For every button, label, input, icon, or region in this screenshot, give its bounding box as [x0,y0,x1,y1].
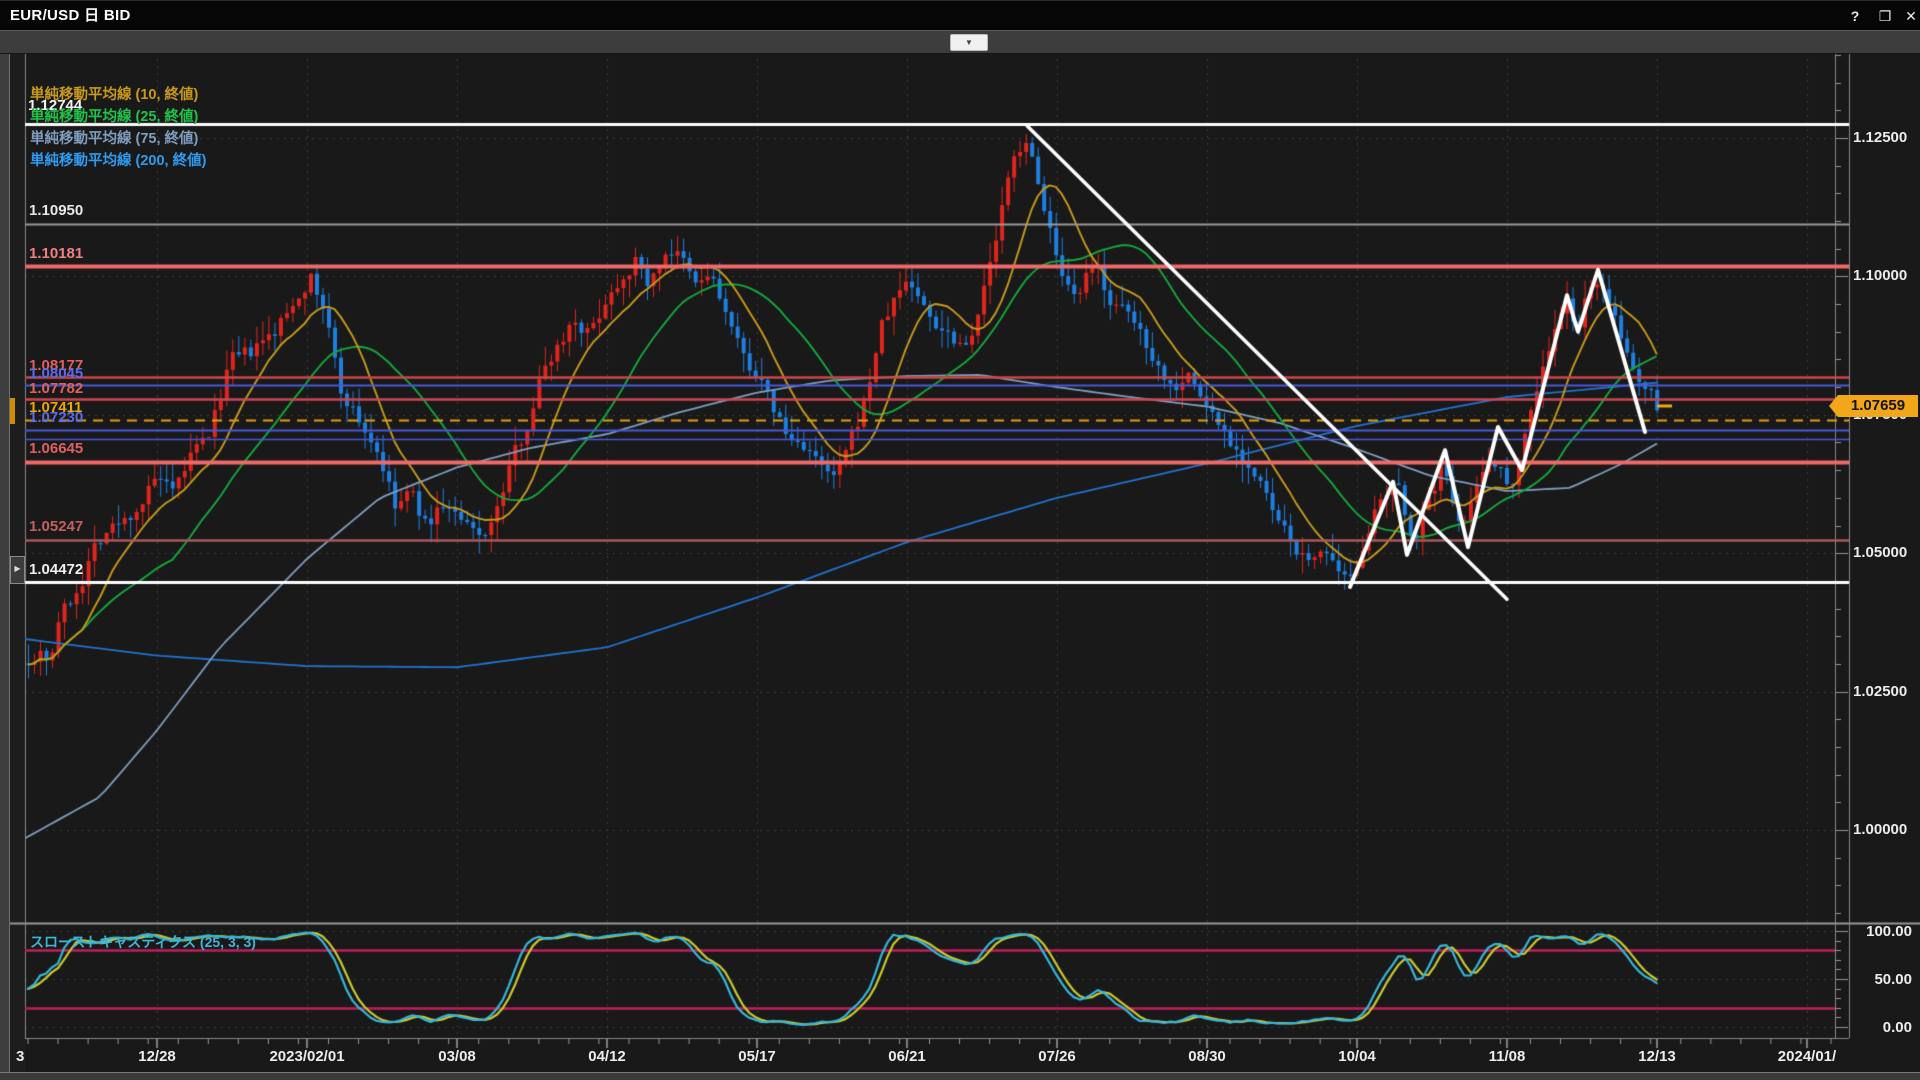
stochastics-legend: スローストキャスティクス (25, 3, 3) [30,934,256,950]
legend-item-sma: 単純移動平均線 (200, 終値) [30,153,207,169]
hline-label: 1.08045 [29,365,84,382]
hline-label: 1.07782 [29,380,84,397]
date-label: 12/13 [1638,1048,1676,1065]
legend-item-sma: 単純移動平均線 (25, 終値) [30,109,199,125]
sma-legend: 単純移動平均線 (10, 終値) 単純移動平均線 (25, 終値) 単純移動平均線 … [30,84,206,172]
price-axis-label: 1.02500 [1853,682,1908,700]
sidebar-expand-tab[interactable]: ▶ [10,556,25,584]
date-label: 12/28 [138,1048,176,1065]
date-label: 2024/01/ [1777,1048,1837,1065]
hline-label: 1.05247 [29,518,84,535]
date-label: 05/17 [738,1048,776,1065]
date-label: 10/04 [1338,1048,1376,1065]
hline-label-hidden: 1.12744 [28,97,83,114]
date-label: 11/08 [1488,1048,1526,1065]
date-label: 04/12 [588,1048,626,1065]
date-label: 07/26 [1038,1048,1076,1065]
restore-icon[interactable]: ❐ [1878,8,1892,24]
close-icon[interactable]: ✕ [1905,8,1917,24]
stoch-axis-label: 50.00 [1874,971,1912,988]
date-label: 03/08 [438,1048,476,1065]
order-marker-sliver [10,398,15,424]
date-label-partial: 3 [16,1048,25,1065]
date-axis: 12/28 2023/02/01 03/08 04/12 05/17 06/21 07/26… [25,1046,1837,1072]
price-axis-label: 1.10000 [1853,267,1908,285]
help-icon[interactable]: ? [1850,8,1860,24]
stoch-axis-label: 0.00 [1882,1019,1912,1036]
title-bar: EUR/USD 日 BID ? ❐ ✕ [0,0,1920,31]
hline-label: 1.07230 [29,409,84,426]
hline-label: 1.07411 [29,399,83,416]
date-label: 08/30 [1188,1048,1226,1065]
price-axis-label: 1.00000 [1853,821,1908,838]
collapse-panel-button[interactable]: ▼ [950,34,988,51]
price-axis-label: 1.05000 [1853,544,1908,562]
left-frame [0,30,10,1080]
hline-label: 1.04472 [29,561,84,578]
bottom-frame [0,1072,1920,1080]
hline-label: 1.06645 [29,440,84,457]
date-label: 06/21 [888,1048,926,1065]
hline-label: 1.08177 [29,357,84,374]
price-axis-label: 1.12500 [1853,129,1908,146]
window-title: EUR/USD 日 BID [10,7,131,24]
date-label: 2023/02/01 [269,1048,345,1065]
current-price-tag: 1.07659 [1829,394,1918,417]
hline-label: 1.10950 [29,202,84,219]
legend-item-sma: 単純移動平均線 (75, 終値) [30,131,199,147]
current-price-value: 1.07659 [1850,397,1906,415]
hline-label: 1.10181 [29,245,84,262]
stoch-axis-label: 100.00 [1866,923,1912,940]
legend-item-sma: 単純移動平均線 (10, 終値) [30,87,199,103]
